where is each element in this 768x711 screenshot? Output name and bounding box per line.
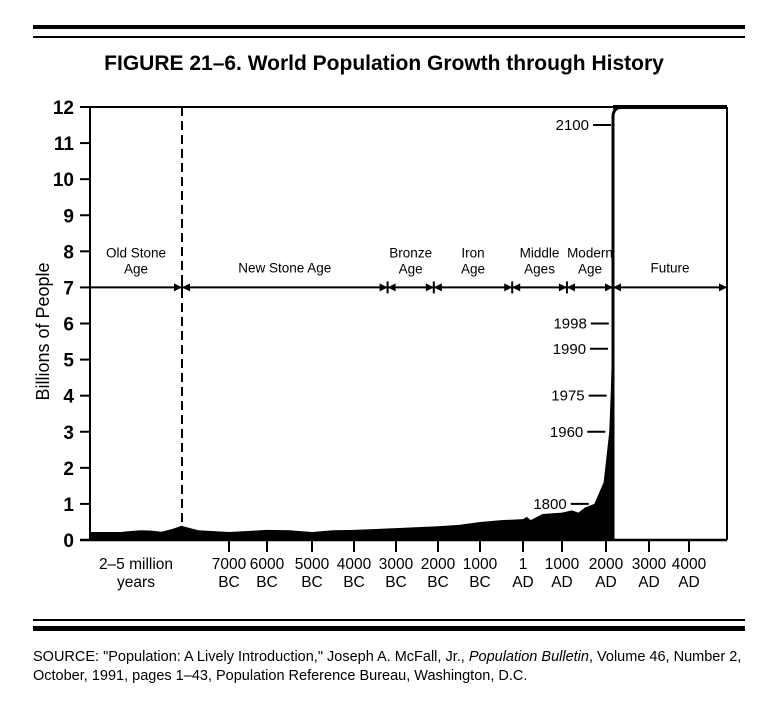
chart-title: FIGURE 21–6. World Population Growth thr… — [104, 52, 664, 75]
era-label: Bronze — [389, 245, 432, 260]
era-arrowhead-left — [387, 283, 396, 292]
x-tick-label-sub: BC — [256, 574, 278, 591]
era-label: Future — [650, 260, 689, 275]
era-arrowhead-left — [182, 283, 190, 292]
annotation-label: 1990 — [553, 341, 586, 358]
era-label-sub: Age — [399, 261, 423, 276]
era-arrowhead-left — [566, 283, 575, 292]
projection-line — [611, 105, 624, 540]
x-tick-label-sub: BC — [427, 574, 449, 591]
era-label: New Stone Age — [238, 260, 331, 275]
y-tick-label: 7 — [63, 278, 74, 299]
era-arrowhead-right — [504, 283, 513, 292]
era-label: Iron — [461, 245, 484, 260]
annotation-label: 1960 — [550, 424, 583, 441]
top-thick-rule — [33, 25, 745, 29]
y-tick-label: 8 — [63, 242, 74, 263]
x-tick-label: 2000 — [421, 556, 456, 573]
source-prefix: SOURCE: "Population: A Lively Introducti… — [33, 649, 469, 665]
x-tick-label-sub: AD — [638, 574, 660, 591]
bottom-thin-rule — [33, 619, 745, 621]
x-tick-label-sub: BC — [469, 574, 491, 591]
y-tick-label: 10 — [53, 170, 74, 191]
y-tick-label: 1 — [63, 495, 74, 516]
top-thin-rule — [33, 36, 745, 38]
era-arrowhead-right — [379, 283, 388, 292]
y-tick-label: 6 — [63, 315, 74, 336]
era-arrowhead-right — [174, 283, 182, 292]
x-tick-label: 6000 — [250, 556, 285, 573]
x-tick-label: 3000 — [632, 556, 667, 573]
era-arrowhead-right — [425, 283, 434, 292]
era-arrowhead-right — [719, 283, 727, 292]
era-label-sub: Age — [461, 261, 485, 276]
era-arrowhead-left — [433, 283, 442, 292]
y-tick-label: 12 — [53, 98, 74, 119]
x-tick-label: 4000 — [337, 556, 372, 573]
x-tick-label: 1 — [519, 556, 528, 573]
y-tick-label: 9 — [63, 206, 74, 227]
y-tick-label: 4 — [63, 387, 74, 408]
population-area — [90, 305, 613, 540]
x-tick-label-sub: BC — [301, 574, 323, 591]
x-tick-label: 7000 — [212, 556, 247, 573]
era-label-sub: Ages — [524, 261, 555, 276]
annotation-label: 2100 — [556, 117, 589, 134]
annotation-label: 1998 — [553, 316, 586, 333]
annotation-label: 1800 — [533, 496, 566, 513]
x-tick-label-sub: BC — [385, 574, 407, 591]
era-label: Modern — [567, 245, 613, 260]
y-tick-label: 5 — [63, 351, 74, 372]
y-tick-label: 11 — [54, 134, 75, 155]
y-tick-label: 2 — [63, 459, 74, 480]
x-tick-label: 2000 — [589, 556, 624, 573]
y-tick-label: 3 — [63, 423, 74, 444]
y-tick-label: 0 — [63, 531, 74, 552]
era-label-sub: Age — [124, 261, 148, 276]
era-arrowhead-right — [605, 283, 613, 292]
era-label: Old Stone — [106, 245, 166, 260]
era-arrowhead-left — [512, 283, 521, 292]
x-tick-label-sub: BC — [218, 574, 240, 591]
x-tick-label: 1000 — [545, 556, 580, 573]
x-tick-label-sub: BC — [343, 574, 365, 591]
x-tick-label-sub: AD — [512, 574, 534, 591]
x-tick-label: 5000 — [295, 556, 330, 573]
era-arrowhead-right — [558, 283, 567, 292]
era-label-sub: Age — [578, 261, 602, 276]
source-publication: Population Bulletin — [468, 649, 589, 665]
annotation-label: 1975 — [551, 388, 584, 405]
x-tick-label: 1000 — [463, 556, 498, 573]
x-tick-label: 3000 — [379, 556, 414, 573]
source-suffix: , Volume 46, Number 2, October, 1991, pa… — [33, 649, 742, 684]
x-tick-label-sub: AD — [678, 574, 700, 591]
era-arrowhead-left — [613, 283, 621, 292]
x-tick-label: 4000 — [672, 556, 707, 573]
y-axis-label: Billions of People — [33, 262, 53, 400]
x-tick-label-sub: years — [117, 574, 155, 591]
x-tick-label: 2–5 million — [99, 556, 173, 573]
bottom-thick-rule — [33, 626, 745, 631]
x-tick-label-sub: AD — [595, 574, 617, 591]
era-label: Middle — [520, 245, 560, 260]
source-note: SOURCE: "Population: A Lively Introducti… — [33, 648, 753, 686]
x-tick-label-sub: AD — [551, 574, 573, 591]
